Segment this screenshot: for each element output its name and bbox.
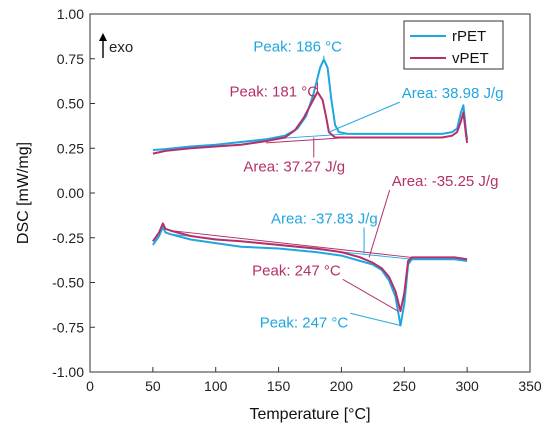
- legend-label-vpet: vPET: [452, 50, 489, 67]
- annotation-label: Area: -37.83 J/g: [271, 210, 378, 227]
- x-tick-label: 250: [393, 378, 417, 394]
- series-line-vpet-heating: [152, 90, 469, 155]
- y-axis-title: DSC [mW/mg]: [15, 142, 32, 244]
- exo-arrow-head-icon: [99, 33, 107, 41]
- annotation-label: Area: -35.25 J/g: [392, 173, 499, 190]
- series-line-rpet-heating: [152, 58, 469, 151]
- annotations: Peak: 186 °C Peak: 181 °C Area: 38.98 J/g A…: [230, 39, 504, 332]
- annotation-label: Peak: 247 °C: [252, 262, 341, 279]
- legend-label-rpet: rPET: [452, 28, 486, 45]
- annotation-label: Peak: 247 °C: [260, 314, 349, 331]
- annotation-label: Area: 38.98 J/g: [402, 85, 504, 102]
- x-tick-label: 200: [330, 378, 354, 394]
- annotation-leader: [342, 278, 399, 312]
- y-tick-label: -0.75: [52, 319, 84, 335]
- axis-ticks: 0 50 100 150 200 250 300 350 1.00 0.75 0.50 0.25 0.0…: [52, 6, 542, 394]
- x-tick-label: 150: [267, 378, 291, 394]
- annotation-leader: [328, 101, 400, 133]
- x-tick-label: 100: [204, 378, 228, 394]
- series-lines: [152, 58, 469, 327]
- annotation-label: Area: 37.27 J/g: [243, 159, 345, 176]
- legend-box: [403, 20, 504, 70]
- y-tick-label: -1.00: [52, 364, 84, 380]
- y-tick-label: 0.25: [57, 140, 84, 156]
- x-tick-label: 350: [518, 378, 542, 394]
- baseline-line: [170, 230, 412, 258]
- y-tick-label: 0.75: [57, 51, 84, 67]
- series-line-vpet-cooling: [152, 222, 468, 313]
- y-tick-label: 1.00: [57, 6, 84, 22]
- baselines: [170, 133, 412, 260]
- exo-indicator: exo: [99, 33, 133, 58]
- legend: rPET vPET: [403, 20, 504, 70]
- exo-label: exo: [109, 39, 133, 56]
- x-axis-title: Temperature [°C]: [249, 406, 370, 423]
- y-tick-label: 0.50: [57, 96, 84, 112]
- y-tick-label: 0.00: [57, 185, 84, 201]
- annotation-leader: [350, 312, 401, 326]
- y-tick-label: -0.25: [52, 230, 84, 246]
- series-line-rpet-cooling: [152, 226, 468, 327]
- annotation-leader: [368, 189, 391, 258]
- baseline-line: [265, 137, 348, 144]
- x-tick-label: 0: [86, 378, 94, 394]
- x-tick-label: 300: [455, 378, 479, 394]
- annotation-label: Peak: 181 °C: [230, 83, 319, 100]
- y-tick-label: -0.50: [52, 275, 84, 291]
- annotation-label: Peak: 186 °C: [253, 39, 342, 56]
- x-tick-label: 50: [145, 378, 161, 394]
